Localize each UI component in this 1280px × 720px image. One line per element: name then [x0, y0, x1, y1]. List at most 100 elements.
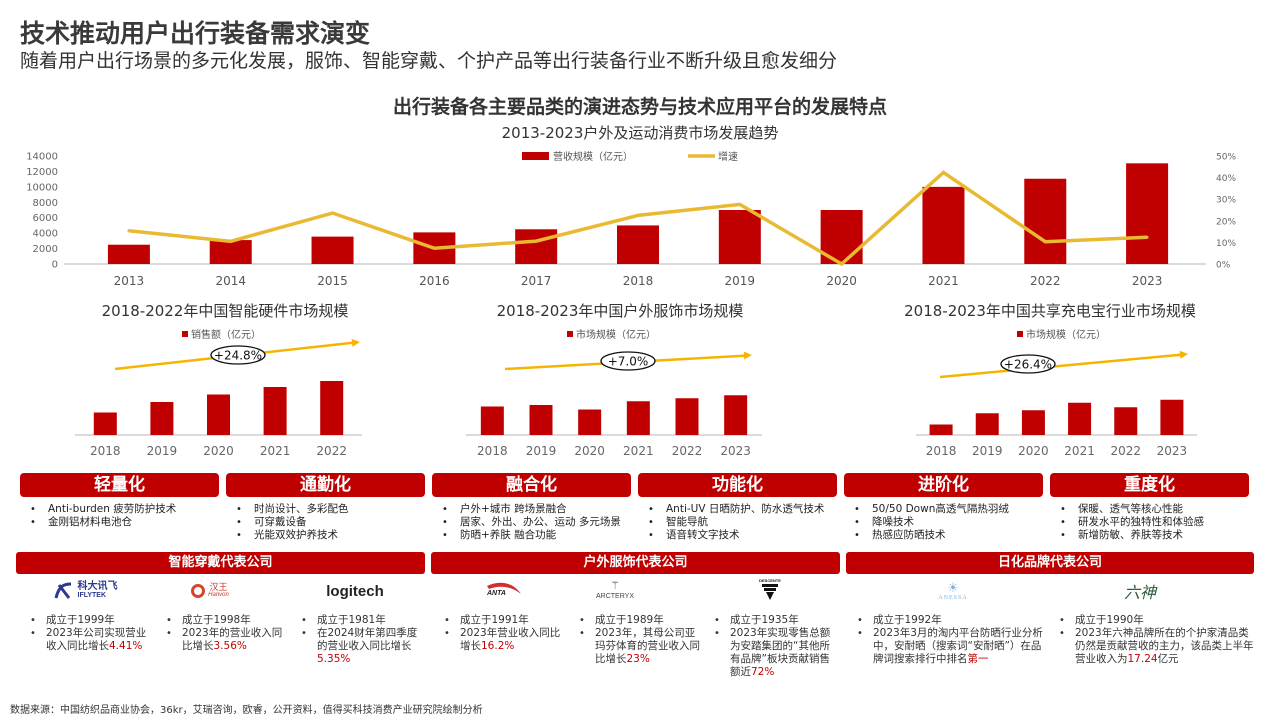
company-founded: 成立于1999年 [28, 614, 153, 627]
legend-label: 销售额（亿元） [191, 328, 261, 341]
trend-arrow-head [1179, 350, 1188, 359]
company-desc-text: 2023年营业收入同比增长 [460, 627, 561, 652]
category-item: 户外+城市 跨场景融合 [432, 503, 638, 516]
category-header-fusion: 融合化 [432, 473, 631, 497]
x-axis-tick-label: 2016 [419, 274, 450, 288]
category-header-commute: 通勤化 [226, 473, 425, 497]
category-item: 居家、外出、办公、运动 多元场景 [432, 516, 638, 529]
company-desc: 在2024财年第四季度的营业收入同比增长5.35% [299, 627, 424, 666]
x-axis-tick-label: 2020 [574, 444, 605, 458]
section-title: 出行装备各主要品类的演进态势与技术应用平台的发展特点 [0, 92, 1280, 119]
company-highlight: 第一 [967, 653, 989, 665]
bar-revenue [1126, 163, 1169, 264]
trend-arrow-line [939, 353, 1183, 379]
company-founded: 成立于1992年 [855, 614, 1050, 627]
company-info-iflytek: 成立于1999年 2023年公司实现营业收入同比增长4.41% [28, 614, 153, 653]
bar [675, 398, 699, 435]
growth-annotation-label: +26.4% [1004, 358, 1052, 372]
category-list-fusion: 户外+城市 跨场景融合 居家、外出、办公、运动 多元场景 防晒+养肤 融合功能 [432, 503, 638, 542]
hanvon-logo: 汉王 Hanvon [180, 578, 240, 604]
legend-label-revenue: 营收规模（亿元） [553, 150, 633, 163]
anessa-logo: ☀ ANESSA [928, 578, 978, 604]
y2-axis-tick-label: 50% [1216, 153, 1236, 163]
bar [263, 387, 287, 435]
company-founded: 成立于1991年 [442, 614, 567, 627]
liushen-logo: 六神 [1123, 583, 1156, 602]
company-desc-text: 2023年的营业收入同比增长 [182, 627, 283, 652]
company-desc-text: 在2024财年第四季度的营业收入同比增长 [317, 627, 418, 652]
bar [529, 405, 553, 435]
category-item: Anti-burden 疲劳防护技术 [20, 503, 226, 516]
category-item: Anti-UV 日晒防护、防水透气技术 [638, 503, 844, 516]
y-axis-tick-label: 14000 [26, 152, 58, 163]
bar [1160, 399, 1184, 435]
bar [626, 401, 650, 435]
y-axis-tick-label: 6000 [33, 213, 58, 224]
company-desc-text: 2023年实现零售总额为安踏集团的“其他所有品牌”板块贡献销售额近 [730, 627, 831, 678]
arcteryx-logo: ⚚ ARCTERYX [585, 578, 645, 604]
company-group-header-outdoor: 户外服饰代表公司 [431, 552, 840, 574]
x-axis-tick-label: 2015 [317, 274, 348, 288]
x-axis-tick-label: 2019 [526, 444, 557, 458]
bar [320, 381, 344, 435]
y2-axis-tick-label: 20% [1216, 217, 1236, 227]
bar-revenue [922, 186, 965, 264]
main-chart-title: 2013-2023户外及运动消费市场发展趋势 [501, 124, 779, 142]
category-item: 研发水平的独特性和体验感 [1050, 516, 1270, 529]
bar-revenue [209, 240, 252, 264]
anta-logo: ANTA [478, 578, 528, 604]
bar-revenue [718, 210, 761, 264]
category-item: 语音转文字技术 [638, 529, 844, 542]
category-item: 光能双效护养技术 [226, 529, 432, 542]
category-item: 保暖、透气等核心性能 [1050, 503, 1270, 516]
growth-point [331, 211, 335, 215]
company-desc: 2023年实现零售总额为安踏集团的“其他所有品牌”板块贡献销售额近72% [712, 627, 837, 679]
x-axis-tick-label: 2023 [720, 444, 751, 458]
company-desc-text: 2023年，其母公司亚玛芬体育的营业收入同比增长 [595, 627, 700, 665]
company-info-descente: 成立于1935年 2023年实现零售总额为安踏集团的“其他所有品牌”板块贡献销售… [712, 614, 837, 679]
hanvon-logo-text: 汉王 [209, 582, 228, 592]
legend-label-growth: 增速 [718, 150, 738, 163]
y2-axis-tick-label: 10% [1216, 239, 1236, 249]
x-axis-tick-label: 2021 [928, 274, 959, 288]
y2-axis-tick-label: 40% [1216, 174, 1236, 184]
y-axis-tick-label: 2000 [33, 244, 58, 255]
company-desc: 2023年六神品牌所在的个护家清品类仍然是贡献营收的主力，该品类上半年营业收入为… [1057, 627, 1257, 666]
bar [207, 394, 230, 435]
data-source-footer: 数据来源：中国纺织品商业协会，36kr，艾瑞咨询，欧睿，公开资料，值得买科技消费… [10, 705, 483, 716]
iflytek-logo-text: 科大讯飞 [77, 581, 118, 592]
x-axis-tick-label: 2020 [1018, 444, 1049, 458]
trend-arrow-head [743, 351, 752, 360]
x-axis-tick-label: 2013 [114, 274, 145, 288]
growth-annotation-label: +7.0% [608, 355, 649, 369]
bar [150, 402, 174, 435]
category-list-functional: Anti-UV 日晒防护、防水透气技术 智能导航 语音转文字技术 [638, 503, 844, 542]
category-list-lightweight: Anti-burden 疲劳防护技术 金刚铝材料电池仓 [20, 503, 226, 529]
arcteryx-logo-text: ARCTERYX [596, 593, 634, 600]
company-desc-text: 2023年六神品牌所在的个护家清品类仍然是贡献营收的主力，该品类上半年营业收入为 [1075, 627, 1254, 665]
main-combo-chart: 0 2000 4000 6000 8000 10000 12000 14000 0% 10% 20%… [26, 150, 1236, 288]
company-desc-text: 2023年3月的淘内平台防晒行业分析中，安耐晒（搜索词“安耐晒”）在品牌词搜索排… [873, 627, 1043, 665]
x-axis-tick-label: 2018 [477, 444, 508, 458]
x-axis-tick-label: 2018 [926, 444, 957, 458]
bar [1114, 407, 1138, 435]
x-axis-tick-label: 2018 [90, 444, 121, 458]
category-item: 热感应防晒技术 [844, 529, 1050, 542]
y-axis-tick-label: 10000 [26, 182, 58, 193]
descente-mark-icon [762, 583, 778, 600]
category-item: 50/50 Down高透气隔热羽绒 [844, 503, 1050, 516]
trend-arrow-head [351, 338, 360, 347]
legend-swatch [1017, 331, 1023, 337]
growth-point [738, 202, 742, 206]
company-desc-text: 2023年公司实现营业收入同比增长 [46, 627, 147, 652]
growth-point [229, 239, 233, 243]
x-axis-tick-label: 2017 [521, 274, 552, 288]
hanvon-mark-icon [191, 584, 206, 598]
company-info-hanvon: 成立于1998年 2023年的营业收入同比增长3.56% [164, 614, 289, 653]
category-item: 降噪技术 [844, 516, 1050, 529]
x-axis-tick-label: 2023 [1132, 274, 1163, 288]
category-item: 时尚设计、多彩配色 [226, 503, 432, 516]
company-info-anessa: 成立于1992年 2023年3月的淘内平台防晒行业分析中，安耐晒（搜索词“安耐晒… [855, 614, 1050, 666]
y-axis-tick-label: 0 [52, 260, 58, 271]
arcteryx-mark-icon: ⚚ [610, 580, 620, 592]
